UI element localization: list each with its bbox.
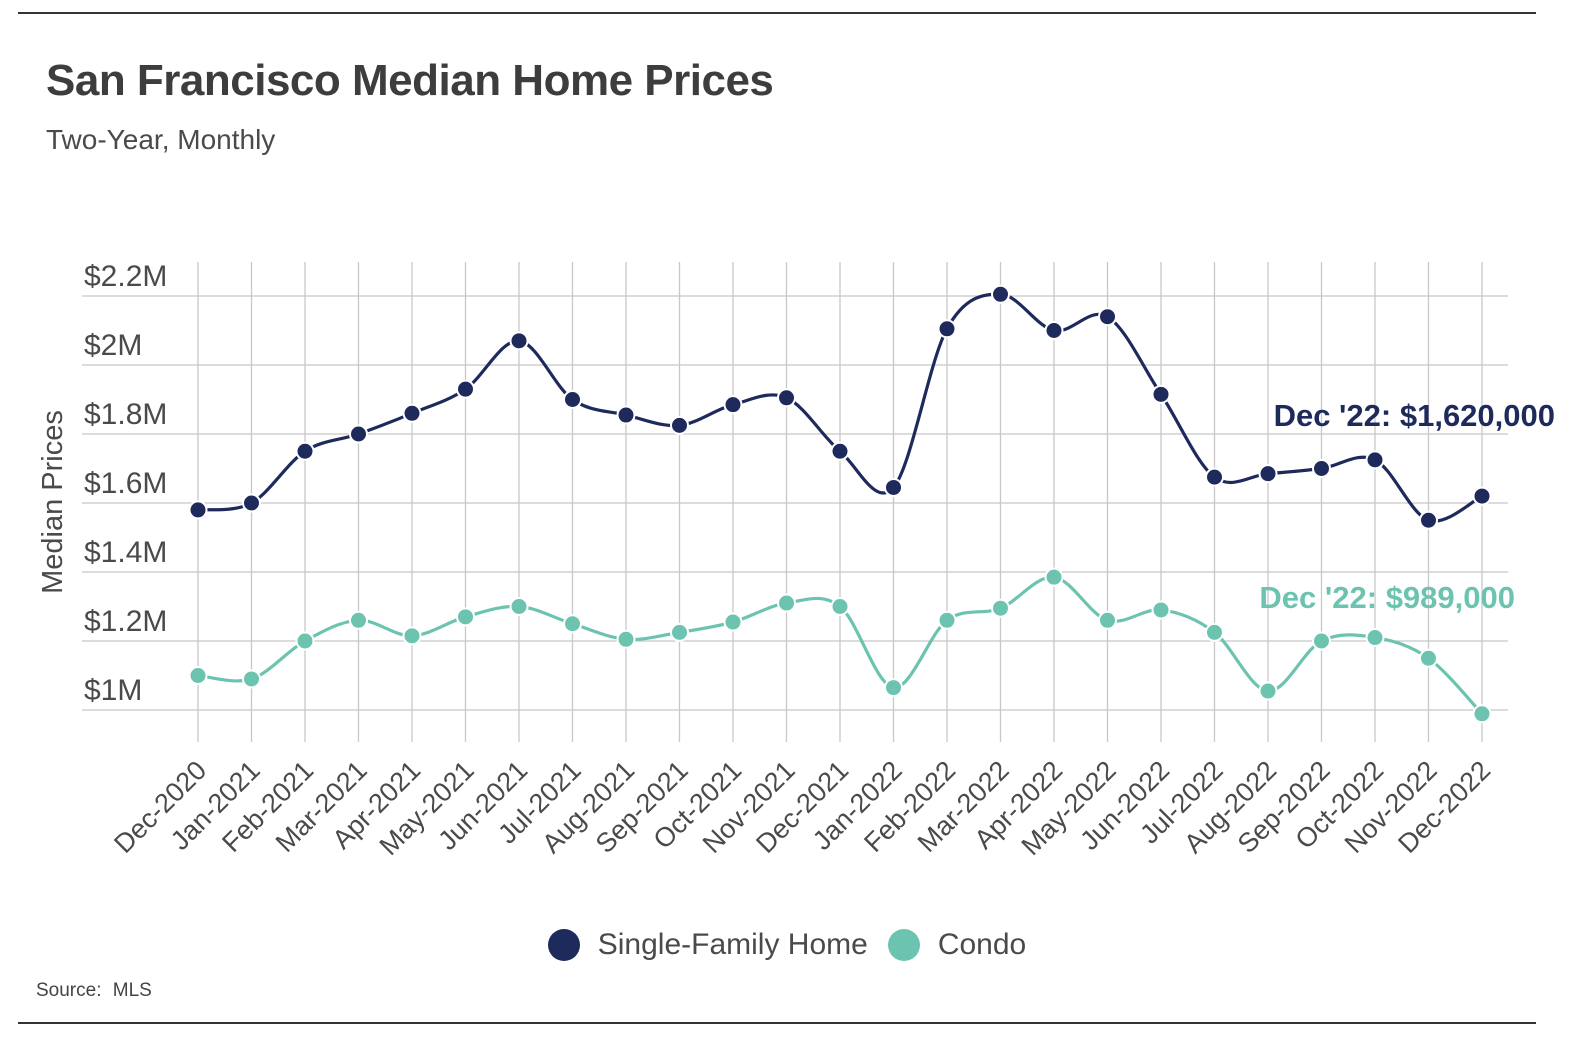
y-tick-label: $1.2M: [84, 605, 167, 638]
data-point-single-family: [1151, 384, 1171, 404]
chart-subtitle: Two-Year, Monthly: [46, 124, 276, 155]
data-point-condo: [670, 622, 689, 642]
annotation-condo: Dec '22: $989,000: [1259, 580, 1515, 615]
data-point-condo: [1044, 567, 1064, 587]
data-point-condo: [1365, 628, 1385, 648]
data-point-condo: [1472, 704, 1492, 724]
legend-swatch-single-family: [547, 929, 580, 961]
data-point-single-family: [1472, 486, 1492, 506]
data-point-condo: [1419, 648, 1438, 668]
data-point-condo: [349, 610, 368, 630]
data-point-single-family: [1258, 464, 1278, 484]
y-tick-label: $1M: [84, 674, 142, 707]
data-point-single-family: [188, 500, 208, 520]
y-tick-label: $1.6M: [84, 467, 167, 500]
series-single-family: [188, 284, 1492, 530]
data-point-condo: [295, 631, 315, 651]
data-point-single-family: [777, 388, 796, 408]
data-point-single-family: [616, 405, 636, 425]
line-chart: $1M $1.2M $1.4M $1.6M $1.8M $2M $2.2M Median Pr…: [37, 260, 1555, 861]
data-point-condo: [991, 598, 1010, 618]
data-point-single-family: [295, 441, 315, 461]
y-tick-label: $1.4M: [84, 536, 167, 569]
data-point-single-family: [242, 493, 261, 513]
data-point-condo: [402, 626, 422, 646]
data-point-single-family: [563, 390, 582, 409]
data-point-condo: [456, 607, 475, 627]
legend-label-condo: Condo: [937, 928, 1027, 961]
data-point-condo: [884, 678, 903, 698]
data-point-condo: [509, 597, 529, 616]
data-point-condo: [242, 669, 261, 689]
data-point-condo: [937, 610, 957, 630]
source-value: MLS: [112, 980, 152, 1001]
data-point-condo: [777, 593, 796, 613]
source-note: Source: MLS: [36, 980, 152, 1002]
data-point-condo: [830, 597, 850, 616]
y-axis-label: Median Prices: [37, 410, 69, 594]
data-point-single-family: [402, 403, 422, 423]
bottom-rule: [18, 1022, 1536, 1024]
data-point-condo: [616, 629, 636, 649]
data-point-condo: [188, 666, 208, 685]
data-point-single-family: [884, 477, 903, 497]
data-point-single-family: [1312, 459, 1331, 478]
y-tick-label: $2.2M: [84, 260, 167, 293]
data-point-single-family: [1044, 321, 1064, 340]
annotation-single-family: Dec '22: $1,620,000: [1274, 398, 1555, 433]
data-point-condo: [1151, 600, 1171, 620]
data-point-condo: [1098, 610, 1117, 630]
data-point-single-family: [509, 331, 529, 351]
data-point-single-family: [1098, 307, 1117, 327]
series-condo: [188, 567, 1492, 724]
data-point-single-family: [1419, 510, 1438, 530]
data-point-single-family: [830, 441, 850, 461]
y-tick-label: $1.8M: [84, 398, 167, 431]
data-point-condo: [1312, 631, 1331, 651]
legend-item-single-family: Single-Family Home: [547, 928, 868, 962]
source-label: Source:: [36, 980, 102, 1001]
top-rule: [18, 12, 1536, 14]
chart-title: San Francisco Median Home Prices: [46, 56, 774, 105]
data-point-single-family: [723, 395, 743, 415]
data-point-condo: [1205, 622, 1224, 642]
data-point-single-family: [456, 379, 475, 399]
data-point-single-family: [1205, 467, 1224, 487]
y-tick-label: $2M: [84, 329, 142, 362]
data-point-single-family: [349, 424, 368, 444]
data-point-single-family: [670, 415, 689, 435]
chart-legend: Single-Family Home Condo: [0, 928, 1574, 962]
legend-swatch-condo: [887, 929, 920, 961]
legend-label-single-family: Single-Family Home: [597, 928, 868, 961]
data-point-condo: [563, 614, 582, 634]
legend-item-condo: Condo: [887, 928, 1027, 962]
data-point-single-family: [991, 284, 1010, 304]
data-point-single-family: [1365, 450, 1385, 470]
data-point-condo: [1258, 681, 1278, 701]
data-point-condo: [723, 612, 743, 632]
data-point-single-family: [937, 319, 957, 339]
